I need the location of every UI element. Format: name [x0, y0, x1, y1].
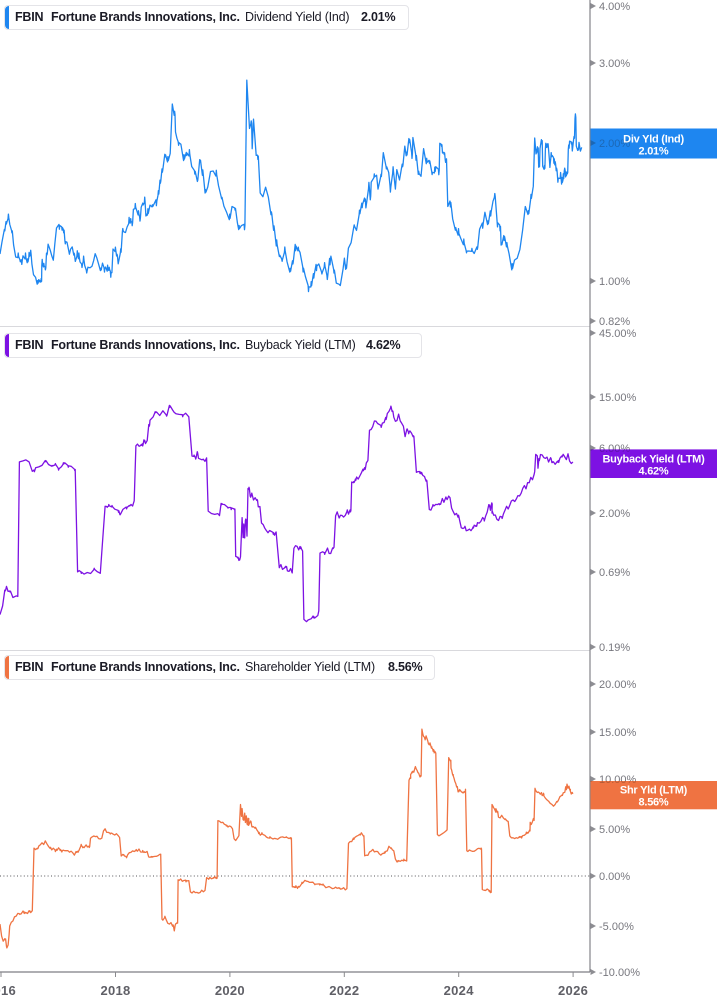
svg-text:4.00%: 4.00%	[599, 1, 630, 13]
svg-text:45.00%: 45.00%	[599, 328, 637, 340]
svg-text:2016: 2016	[0, 983, 16, 998]
svg-text:2.00%: 2.00%	[599, 508, 630, 520]
svg-text:15.00%: 15.00%	[599, 727, 637, 739]
svg-text:20.00%: 20.00%	[599, 679, 637, 691]
svg-text:0.00%: 0.00%	[599, 871, 630, 883]
svg-text:10.00%: 10.00%	[599, 774, 637, 786]
svg-text:2020: 2020	[215, 983, 245, 998]
svg-text:0.19%: 0.19%	[599, 642, 630, 654]
svg-text:0.82%: 0.82%	[599, 316, 630, 328]
svg-text:2024: 2024	[444, 983, 475, 998]
svg-text:2026: 2026	[558, 983, 588, 998]
svg-text:6.00%: 6.00%	[599, 443, 630, 455]
svg-text:4.62%: 4.62%	[639, 465, 669, 477]
svg-text:5.00%: 5.00%	[599, 824, 630, 836]
svg-text:2.01%: 2.01%	[639, 145, 669, 157]
svg-text:8.56%: 8.56%	[639, 796, 669, 808]
svg-text:2018: 2018	[100, 983, 130, 998]
svg-text:3.00%: 3.00%	[599, 58, 630, 70]
svg-text:Buyback Yield (LTM): Buyback Yield (LTM)	[602, 453, 705, 465]
svg-text:Div Yld (Ind): Div Yld (Ind)	[623, 134, 684, 146]
svg-text:2.00%: 2.00%	[599, 138, 630, 150]
svg-text:15.00%: 15.00%	[599, 392, 637, 404]
svg-text:2022: 2022	[329, 983, 359, 998]
svg-text:0.69%: 0.69%	[599, 567, 630, 579]
svg-text:Shr Yld (LTM): Shr Yld (LTM)	[620, 784, 688, 796]
svg-text:-10.00%: -10.00%	[599, 967, 640, 979]
svg-text:1.00%: 1.00%	[599, 276, 630, 288]
svg-text:-5.00%: -5.00%	[599, 921, 634, 933]
